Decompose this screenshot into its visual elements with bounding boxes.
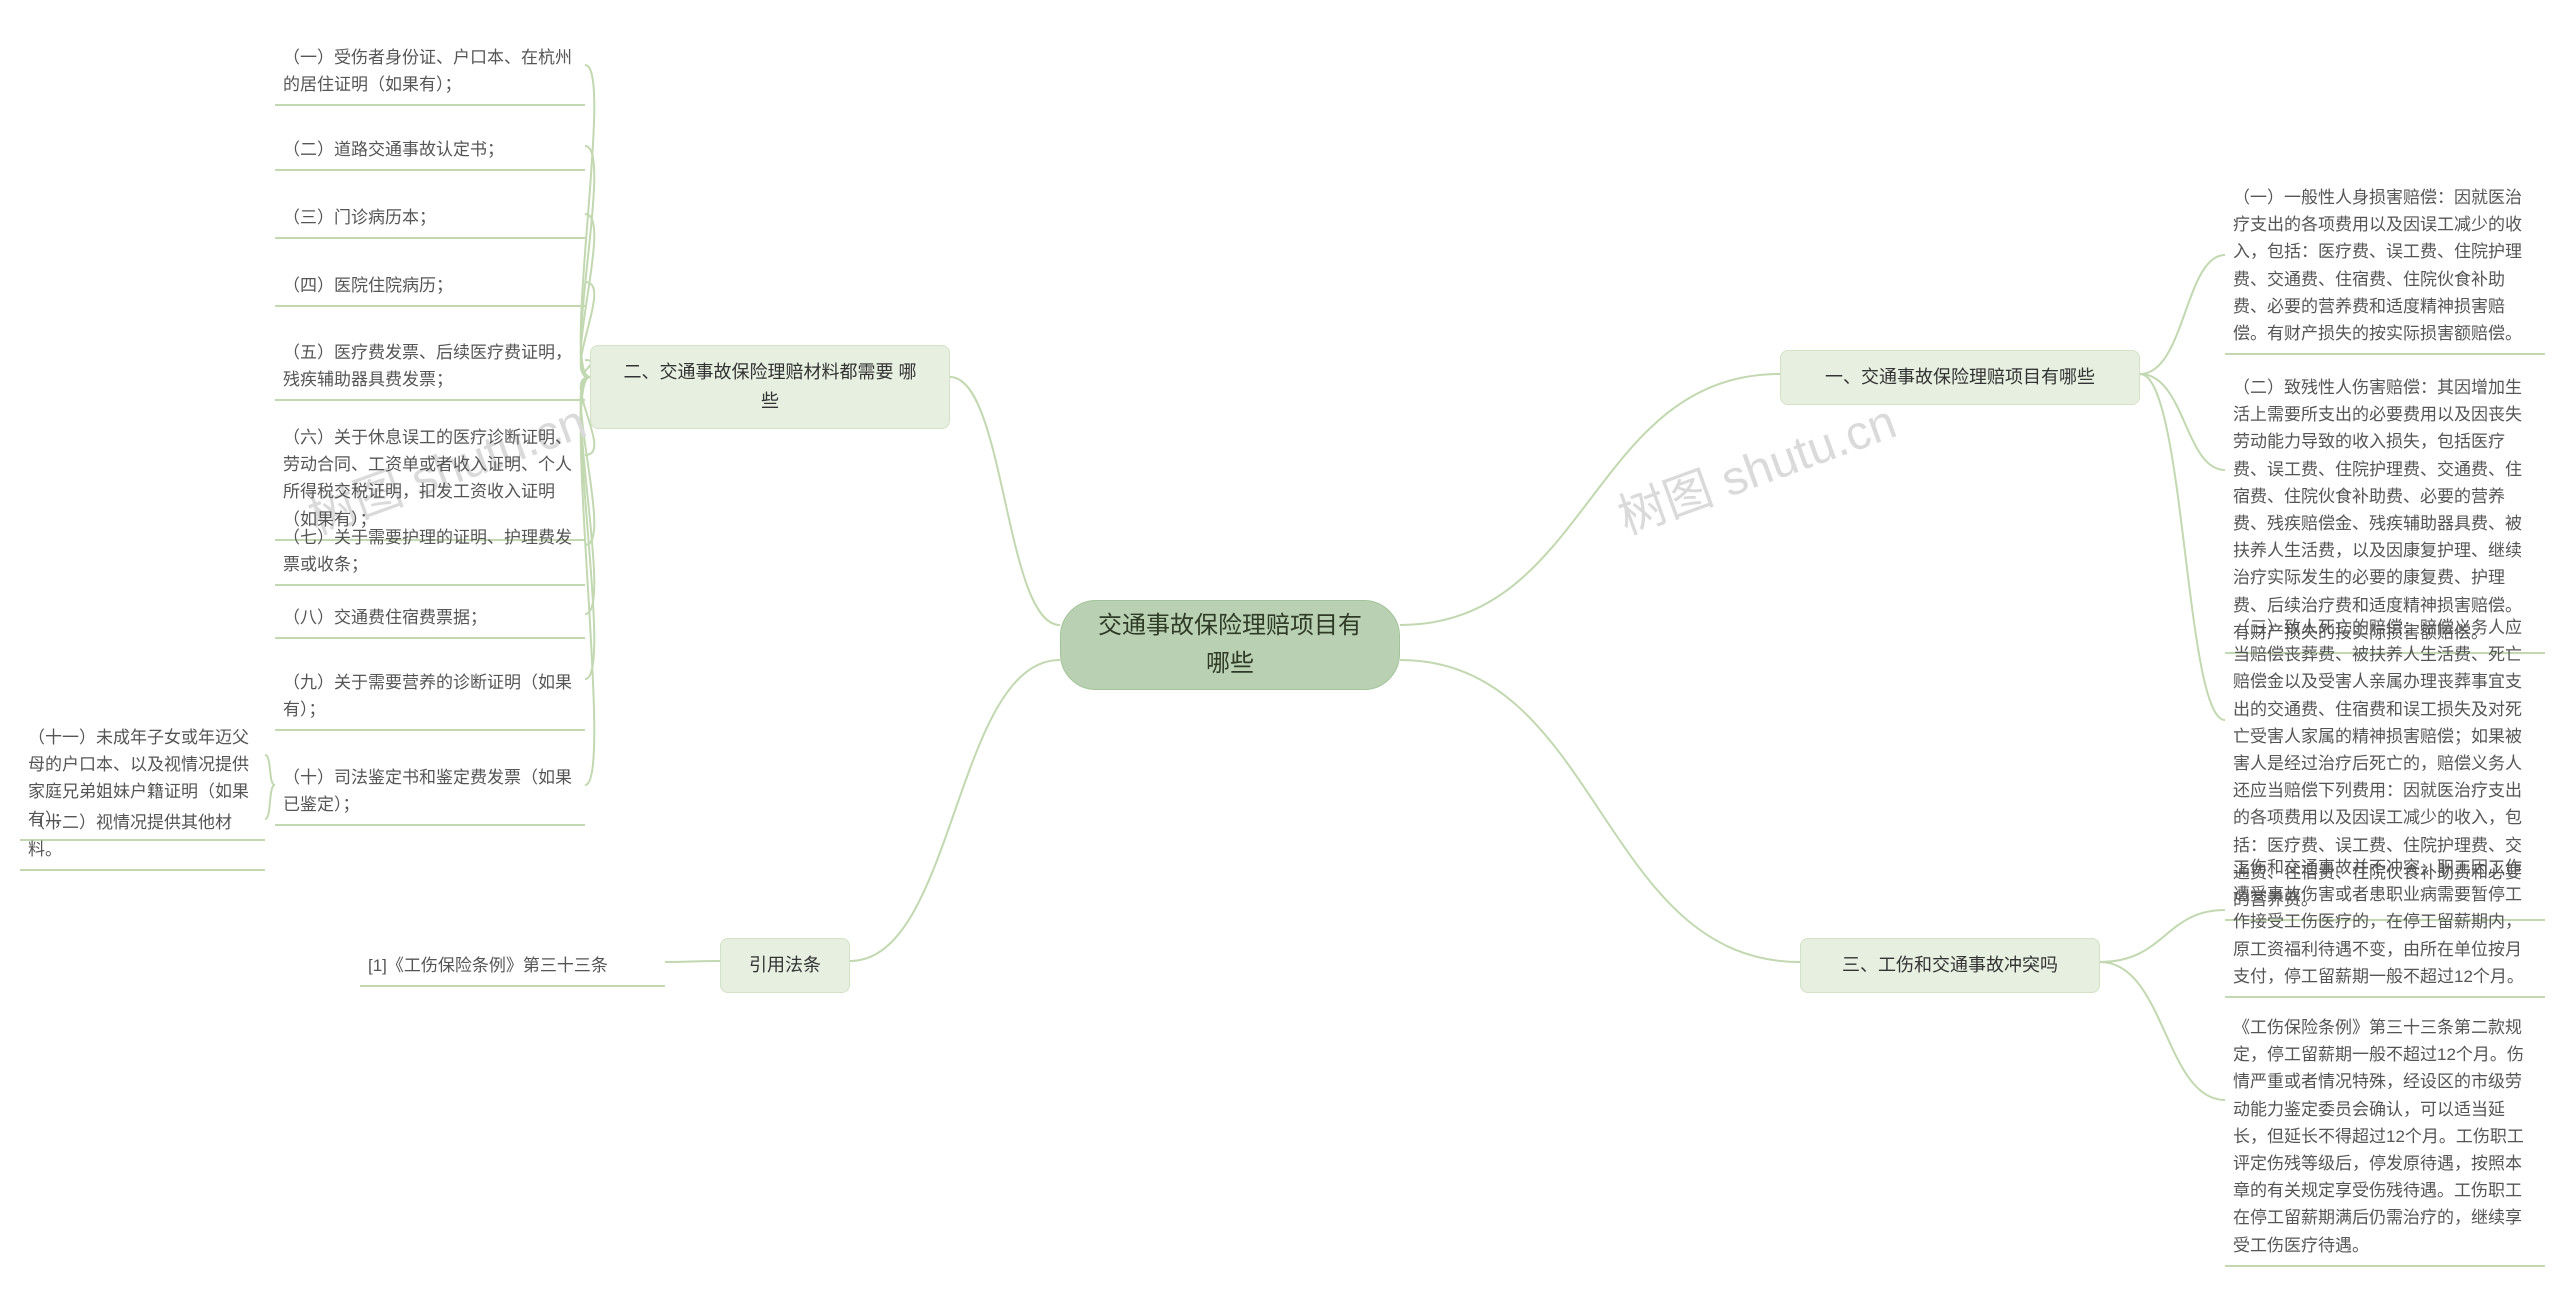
leaf-b2l2[interactable]: （二）道路交通事故认定书； [275,132,585,171]
leaf-b2l9[interactable]: （九）关于需要营养的诊断证明（如果有）； [275,665,585,731]
leaf-b2l7[interactable]: （七）关于需要护理的证明、护理费发票或收条； [275,520,585,586]
branch-b1[interactable]: 一、交通事故保险理赔项目有哪些 [1780,350,2140,405]
branch-b2[interactable]: 二、交通事故保险理赔材料都需要 哪些 [590,345,950,429]
branch-b4[interactable]: 引用法条 [720,938,850,993]
leaf-b2l3[interactable]: （三）门诊病历本； [275,200,585,239]
leaf-b2l1[interactable]: （一）受伤者身份证、户口本、在杭州的居住证明（如果有）； [275,40,585,106]
leaf-b2l10[interactable]: （十）司法鉴定书和鉴定费发票（如果已鉴定）； [275,760,585,826]
branch-b3[interactable]: 三、工伤和交通事故冲突吗 [1800,938,2100,993]
root-node[interactable]: 交通事故保险理赔项目有 哪些 [1060,600,1400,690]
leaf-b2l8[interactable]: （八）交通费住宿费票据； [275,600,585,639]
leaf-b2l5[interactable]: （五）医疗费发票、后续医疗费证明，残疾辅助器具费发票； [275,335,585,401]
leaf-b3l2[interactable]: 《工伤保险条例》第三十三条第二款规定，停工留薪期一般不超过12个月。伤情严重或者… [2225,1010,2545,1267]
leaf-b2l10b[interactable]: （十二）视情况提供其他材料。 [20,805,265,871]
mindmap-canvas: { "meta": { "width": 2560, "height": 130… [0,0,2560,1305]
watermark-2: 树图 shutu.cn [1607,382,1904,547]
leaf-b2l4[interactable]: （四）医院住院病历； [275,268,585,307]
leaf-b4l1[interactable]: [1]《工伤保险条例》第三十三条 [360,948,665,987]
leaf-b1l1[interactable]: （一）一般性人身损害赔偿：因就医治疗支出的各项费用以及因误工减少的收入，包括：医… [2225,180,2545,355]
leaf-b3l1[interactable]: 工伤和交通事故并不冲突，职工因工作遭受事故伤害或者患职业病需要暂停工作接受工伤医… [2225,850,2545,998]
